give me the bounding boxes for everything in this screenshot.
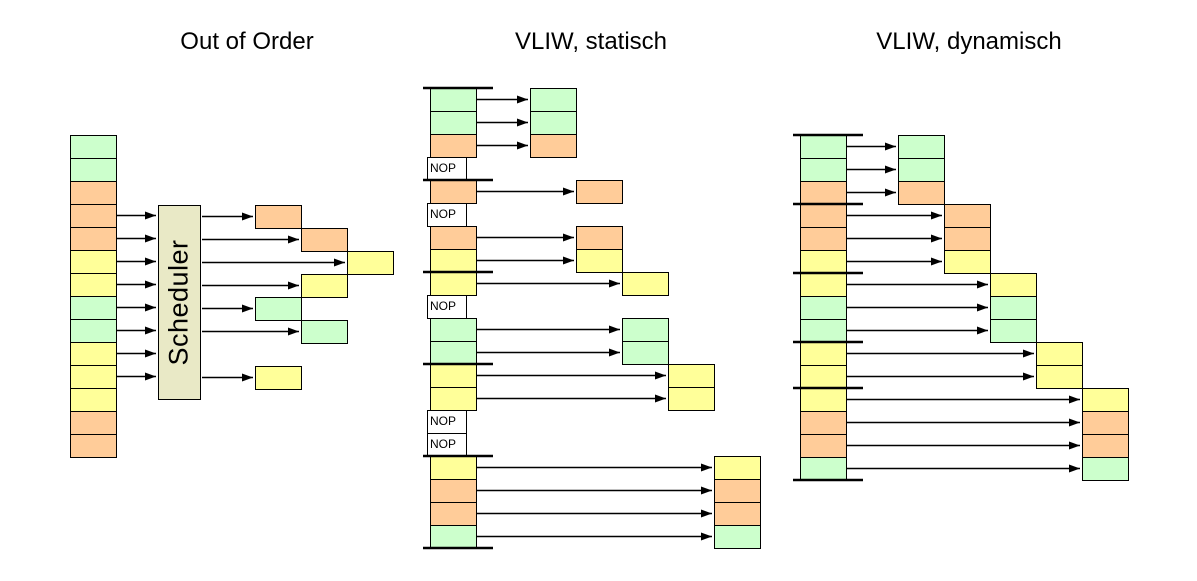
- instruction-cell: [800, 273, 847, 297]
- output-cell: [1036, 365, 1083, 389]
- instruction-cell: [430, 88, 477, 112]
- output-cell: [990, 319, 1037, 343]
- instruction-cell: [70, 411, 117, 435]
- instruction-cell: [430, 111, 477, 135]
- output-cell: [668, 364, 715, 388]
- output-cell: [898, 181, 945, 205]
- instruction-cell: [800, 365, 847, 389]
- instruction-cell: [70, 181, 117, 205]
- output-cell: [944, 227, 991, 251]
- nop-cell: NOP: [427, 295, 467, 319]
- output-cell: [1082, 457, 1129, 481]
- output-cell: [1082, 411, 1129, 435]
- instruction-cell: [800, 296, 847, 320]
- panel-title-out-of-order: Out of Order: [180, 28, 314, 55]
- output-cell: [530, 88, 577, 112]
- instruction-cell: [800, 411, 847, 435]
- instruction-cell: [430, 226, 477, 250]
- panel-title-vliw-static: VLIW, statisch: [514, 28, 668, 55]
- output-cell: [576, 180, 623, 204]
- output-cell: [944, 204, 991, 228]
- output-cell: [622, 341, 669, 365]
- output-cell: [714, 525, 761, 549]
- instruction-cell: [70, 296, 117, 320]
- instruction-cell: [70, 227, 117, 251]
- output-cell: [576, 226, 623, 250]
- instruction-cell: [430, 479, 477, 503]
- instruction-cell: [430, 134, 477, 158]
- output-cell: [714, 502, 761, 526]
- instruction-cell: [800, 457, 847, 481]
- instruction-cell: [800, 342, 847, 366]
- output-cell: [1082, 388, 1129, 412]
- instruction-cell: [70, 319, 117, 343]
- output-cell: [622, 272, 669, 296]
- instruction-cell: [70, 342, 117, 366]
- output-cell: [990, 296, 1037, 320]
- instruction-cell: [800, 181, 847, 205]
- output-cell: [255, 205, 302, 229]
- instruction-cell: [430, 525, 477, 549]
- instruction-cell: [70, 365, 117, 389]
- nop-cell: NOP: [427, 433, 467, 457]
- output-cell: [301, 274, 348, 298]
- output-cell: [530, 134, 577, 158]
- panel-title-vliw-dynamic: VLIW, dynamisch: [876, 28, 1062, 55]
- output-cell: [714, 456, 761, 480]
- instruction-cell: [70, 250, 117, 274]
- output-cell: [668, 387, 715, 411]
- instruction-cell: [800, 158, 847, 182]
- output-cell: [944, 250, 991, 274]
- output-cell: [622, 318, 669, 342]
- scheduler-box: Scheduler: [158, 205, 201, 400]
- output-cell: [530, 111, 577, 135]
- instruction-cell: [800, 227, 847, 251]
- instruction-cell: [430, 272, 477, 296]
- instruction-cell: [430, 456, 477, 480]
- instruction-cell: [800, 388, 847, 412]
- output-cell: [1036, 342, 1083, 366]
- instruction-cell: [430, 387, 477, 411]
- instruction-cell: [70, 388, 117, 412]
- output-cell: [714, 479, 761, 503]
- scheduler-label: Scheduler: [164, 239, 194, 366]
- output-cell: [255, 297, 302, 321]
- instruction-cell: [430, 364, 477, 388]
- instruction-cell: [800, 319, 847, 343]
- instruction-cell: [430, 318, 477, 342]
- output-cell: [301, 228, 348, 252]
- output-cell: [576, 249, 623, 273]
- output-cell: [347, 251, 394, 275]
- instruction-cell: [70, 158, 117, 182]
- instruction-cell: [800, 204, 847, 228]
- output-cell: [898, 158, 945, 182]
- instruction-cell: [800, 250, 847, 274]
- instruction-cell: [800, 434, 847, 458]
- instruction-cell: [430, 180, 477, 204]
- output-cell: [1082, 434, 1129, 458]
- nop-cell: NOP: [427, 410, 467, 434]
- output-cell: [301, 320, 348, 344]
- output-cell: [255, 366, 302, 390]
- instruction-cell: [430, 502, 477, 526]
- instruction-cell: [70, 204, 117, 228]
- output-cell: [898, 135, 945, 159]
- instruction-cell: [430, 341, 477, 365]
- instruction-cell: [70, 434, 117, 458]
- instruction-cell: [430, 249, 477, 273]
- nop-cell: NOP: [427, 203, 467, 227]
- nop-cell: NOP: [427, 157, 467, 181]
- output-cell: [990, 273, 1037, 297]
- instruction-cell: [70, 135, 117, 159]
- instruction-cell: [800, 135, 847, 159]
- instruction-cell: [70, 273, 117, 297]
